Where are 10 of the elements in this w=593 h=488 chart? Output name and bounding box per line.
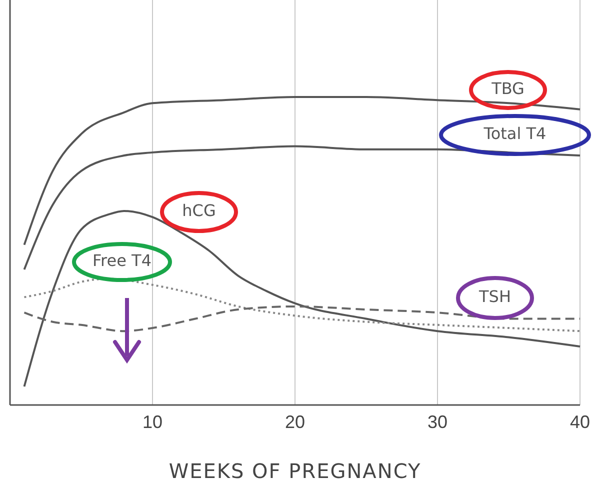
x-tick-label: 40 bbox=[570, 412, 590, 432]
series-label: hCG bbox=[182, 201, 216, 220]
x-tick-label: 30 bbox=[427, 412, 448, 432]
series-label: TSH bbox=[478, 287, 511, 306]
x-tick-label: 20 bbox=[284, 412, 306, 432]
x-axis-title: WEEKS OF PREGNANCY bbox=[168, 459, 422, 483]
series-label: Total T4 bbox=[482, 124, 546, 143]
x-tick-label: 10 bbox=[142, 412, 163, 432]
series-label: TBG bbox=[490, 79, 524, 98]
series-label: Free T4 bbox=[92, 251, 152, 270]
